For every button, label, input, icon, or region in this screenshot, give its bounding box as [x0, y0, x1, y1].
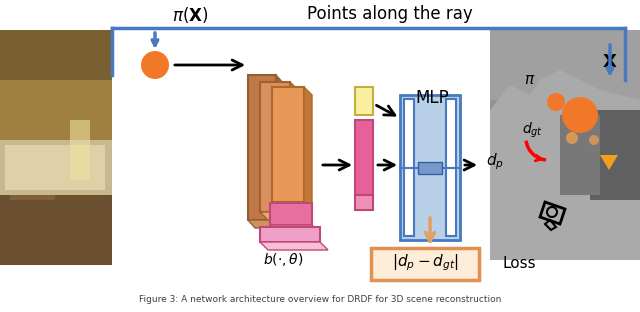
Polygon shape: [248, 220, 283, 228]
Text: $|d_p - d_{gt}|$: $|d_p - d_{gt}|$: [392, 253, 458, 273]
Circle shape: [547, 93, 565, 111]
Text: Figure 3: A network architecture overview for DRDF for 3D scene reconstruction: Figure 3: A network architecture overvie…: [139, 295, 501, 305]
Bar: [510, 140, 600, 210]
Polygon shape: [276, 75, 283, 228]
Bar: [446, 99, 456, 236]
Bar: [355, 87, 373, 115]
Bar: [0, 30, 112, 80]
Text: $\mathbf{X}$: $\mathbf{X}$: [602, 53, 618, 71]
FancyBboxPatch shape: [260, 82, 290, 212]
Bar: [0, 30, 112, 265]
Text: $b(\cdot, \theta)$: $b(\cdot, \theta)$: [263, 251, 303, 269]
Text: Loss: Loss: [502, 256, 536, 271]
Polygon shape: [260, 212, 298, 220]
Bar: [55, 150, 105, 200]
FancyBboxPatch shape: [248, 75, 276, 220]
FancyBboxPatch shape: [270, 203, 312, 225]
Bar: [490, 160, 640, 250]
Bar: [70, 120, 90, 180]
Bar: [418, 162, 442, 174]
Polygon shape: [272, 202, 312, 210]
Bar: [355, 195, 373, 210]
Polygon shape: [490, 70, 640, 260]
Bar: [490, 100, 640, 160]
Bar: [355, 120, 373, 195]
Circle shape: [562, 97, 598, 133]
Bar: [0, 60, 112, 140]
Bar: [560, 140, 640, 240]
Bar: [0, 135, 112, 195]
Bar: [10, 150, 55, 200]
Polygon shape: [304, 87, 312, 210]
FancyBboxPatch shape: [371, 248, 479, 280]
FancyBboxPatch shape: [272, 87, 304, 202]
Bar: [490, 30, 640, 250]
Bar: [590, 110, 640, 200]
Bar: [0, 185, 112, 265]
Text: $\pi(\mathbf{X})$: $\pi(\mathbf{X})$: [172, 5, 208, 25]
Bar: [560, 115, 600, 195]
Circle shape: [589, 135, 599, 145]
Polygon shape: [260, 242, 328, 250]
Bar: [404, 99, 414, 236]
Text: Points along the ray: Points along the ray: [307, 5, 473, 23]
Text: $\pi$: $\pi$: [524, 72, 536, 87]
Text: $d_p$: $d_p$: [486, 152, 504, 172]
Polygon shape: [600, 155, 618, 170]
Circle shape: [141, 51, 169, 79]
FancyBboxPatch shape: [260, 227, 320, 242]
Polygon shape: [270, 225, 320, 233]
Circle shape: [566, 132, 578, 144]
Bar: [400, 95, 460, 240]
Bar: [5, 145, 105, 190]
Text: MLP: MLP: [415, 89, 449, 107]
Polygon shape: [290, 82, 298, 220]
Text: $d_{gt}$: $d_{gt}$: [522, 120, 543, 140]
